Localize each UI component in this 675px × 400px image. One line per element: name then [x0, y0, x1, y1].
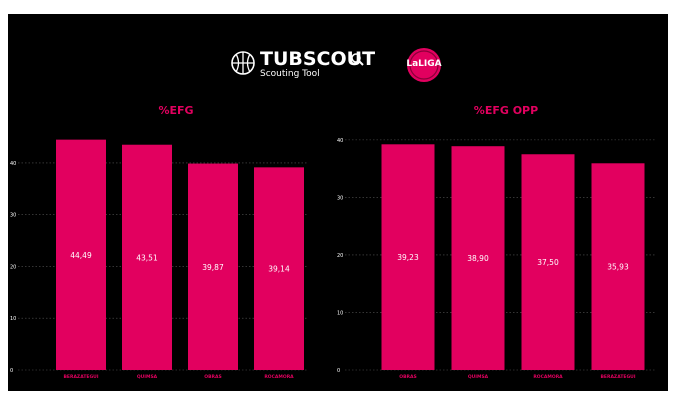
- chart-1-y-tick-label: 30: [337, 195, 343, 201]
- chart-panel: TUBSCOUT Scouting Tool LaLIGA %EFG 0 10 20 3…: [8, 14, 668, 391]
- brand-tagline: Scouting Tool: [260, 69, 320, 79]
- chart-1-category-label: OBRAS: [399, 374, 416, 380]
- chart-0-category-label: ROCAMORA: [264, 374, 294, 380]
- chart-0-category-label: QUIMSA: [137, 374, 158, 380]
- chart-0-y-tick-label: 0: [10, 368, 13, 374]
- chart-1-value-label: 35,93: [607, 263, 629, 272]
- chart-1-y-tick-label: 20: [337, 253, 343, 259]
- chart-1-y-tick-label: 10: [337, 310, 343, 316]
- chart-0-y-tick-label: 10: [10, 316, 16, 322]
- chart-0-bar: [254, 167, 304, 370]
- chart-0-category-label: BERAZATEGUI: [63, 374, 98, 380]
- chart-0-title: %EFG: [158, 104, 193, 117]
- chart-1-title: %EFG OPP: [474, 104, 538, 117]
- basketball-icon: [231, 51, 255, 75]
- chart-1-value-label: 39,23: [397, 253, 419, 262]
- chart-0-category-label: OBRAS: [204, 374, 221, 380]
- chart-0-value-label: 43,51: [136, 253, 158, 262]
- chart-1-category-label: ROCAMORA: [533, 374, 563, 380]
- chart-1-bar: [381, 144, 435, 370]
- chart-0-value-label: 39,14: [268, 265, 290, 274]
- chart-1-value-label: 38,90: [467, 254, 489, 263]
- chart-0-bar: [188, 163, 238, 370]
- chart-1-y-tick-label: 40: [337, 138, 343, 144]
- chart-1-value-label: 37,50: [537, 258, 559, 267]
- chart-1-bar: [451, 146, 505, 370]
- efg-chart: %EFG 0 10 20 30 40 44,49 BERAZATEGUI 43,51 QUIMSA…: [10, 104, 308, 380]
- chart-1-y-tick-label: 0: [337, 368, 340, 374]
- chart-0-bar: [56, 139, 106, 370]
- chart-1-category-label: QUIMSA: [468, 374, 489, 380]
- chart-0-value-label: 39,87: [202, 263, 224, 272]
- league-logo-text: LaLIGA: [406, 59, 442, 69]
- league-badge-icon: [407, 48, 441, 82]
- header: TUBSCOUT Scouting Tool LaLIGA: [8, 14, 668, 94]
- chart-1-bar: [521, 154, 575, 370]
- magnifier-icon: [351, 53, 364, 66]
- league-logo: LaLIGA: [406, 47, 442, 83]
- chart-0-y-tick-label: 20: [10, 264, 16, 270]
- efg-opp-chart: %EFG OPP 0 10 20 30 40 39,23 OBRAS 38,90 QUIMSA 37…: [337, 104, 656, 380]
- chart-1-bar: [591, 163, 645, 370]
- brand-logo: TUBSCOUT Scouting Tool: [230, 48, 375, 84]
- chart-0-value-label: 44,49: [70, 251, 92, 260]
- chart-1-category-label: BERAZATEGUI: [600, 374, 635, 380]
- brand-name: TUBSCOUT: [260, 48, 376, 70]
- chart-0-y-tick-label: 40: [10, 161, 16, 167]
- chart-0-y-tick-label: 30: [10, 213, 16, 219]
- chart-0-bar: [122, 144, 172, 370]
